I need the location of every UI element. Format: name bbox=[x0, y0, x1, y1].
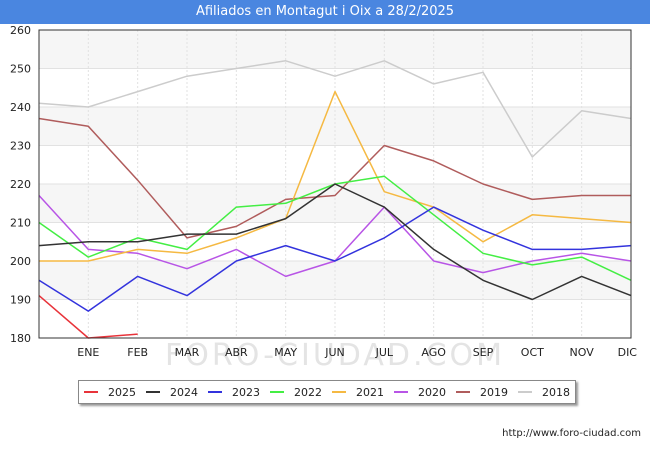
x-tick-label: JUN bbox=[324, 346, 345, 359]
x-tick-label: DIC bbox=[618, 346, 638, 359]
legend-label: 2019 bbox=[480, 385, 508, 399]
y-tick-label: 210 bbox=[10, 217, 31, 230]
x-tick-label: FEB bbox=[127, 346, 148, 359]
legend-label: 2022 bbox=[294, 385, 322, 399]
x-tick-label: ENE bbox=[77, 346, 99, 359]
legend-label: 2021 bbox=[356, 385, 384, 399]
x-tick-label: MAY bbox=[274, 346, 297, 359]
chart-title: Afiliados en Montagut i Oix a 28/2/2025 bbox=[0, 0, 650, 24]
y-tick-label: 260 bbox=[10, 24, 31, 37]
x-axis-ticks: ENE FEB MAR ABR MAY JUN JUL AGO SEP OCT NOV DIC bbox=[77, 346, 637, 359]
legend-item-2018: 2018 bbox=[518, 386, 570, 399]
x-tick-label: SEP bbox=[473, 346, 494, 359]
legend-item-2020: 2020 bbox=[394, 386, 446, 399]
legend-swatch bbox=[146, 391, 160, 393]
legend-swatch bbox=[84, 391, 98, 393]
legend-swatch bbox=[208, 391, 222, 393]
legend-item-2021: 2021 bbox=[332, 386, 384, 399]
y-axis-ticks: 180 190 200 210 220 230 240 250 260 bbox=[10, 24, 31, 345]
y-tick-label: 180 bbox=[10, 332, 31, 345]
source-url: http://www.foro-ciudad.com bbox=[502, 428, 641, 439]
legend-label: 2020 bbox=[418, 385, 446, 399]
legend-item-2025: 2025 bbox=[84, 386, 136, 399]
legend-swatch bbox=[456, 391, 470, 393]
legend-label: 2024 bbox=[170, 385, 198, 399]
y-tick-label: 200 bbox=[10, 255, 31, 268]
legend-item-2023: 2023 bbox=[208, 386, 260, 399]
plot-frame bbox=[38, 29, 632, 339]
x-tick-label: MAR bbox=[175, 346, 200, 359]
series-line-2021 bbox=[39, 90, 632, 262]
series-line-2024 bbox=[38, 183, 632, 301]
legend-label: 2025 bbox=[108, 385, 136, 399]
watermark: FORO-CIUDAD.COM bbox=[165, 338, 505, 373]
x-tick-label: ABR bbox=[225, 346, 248, 359]
series-line-2018 bbox=[38, 60, 632, 158]
x-tick-label: JUL bbox=[375, 346, 394, 359]
series-line-2019 bbox=[38, 117, 631, 239]
legend-swatch bbox=[332, 391, 346, 393]
y-tick-label: 240 bbox=[10, 101, 31, 114]
legend-label: 2018 bbox=[542, 385, 570, 399]
legend-item-2019: 2019 bbox=[456, 386, 508, 399]
series-lines bbox=[38, 60, 632, 339]
x-tick-label: NOV bbox=[570, 346, 595, 359]
legend: 2025 2024 2023 2022 2021 2020 2019 2018 bbox=[78, 380, 576, 404]
y-tick-label: 220 bbox=[10, 178, 31, 191]
legend-swatch bbox=[270, 391, 284, 393]
legend-swatch bbox=[518, 391, 532, 393]
series-line-2023 bbox=[38, 206, 632, 312]
x-tick-label: OCT bbox=[521, 346, 544, 359]
x-tick-label: AGO bbox=[421, 346, 446, 359]
legend-item-2024: 2024 bbox=[146, 386, 198, 399]
y-tick-label: 230 bbox=[10, 140, 31, 153]
legend-label: 2023 bbox=[232, 385, 260, 399]
legend-item-2022: 2022 bbox=[270, 386, 322, 399]
y-tick-label: 190 bbox=[10, 294, 31, 307]
legend-swatch bbox=[394, 391, 408, 393]
y-tick-label: 250 bbox=[10, 63, 31, 76]
